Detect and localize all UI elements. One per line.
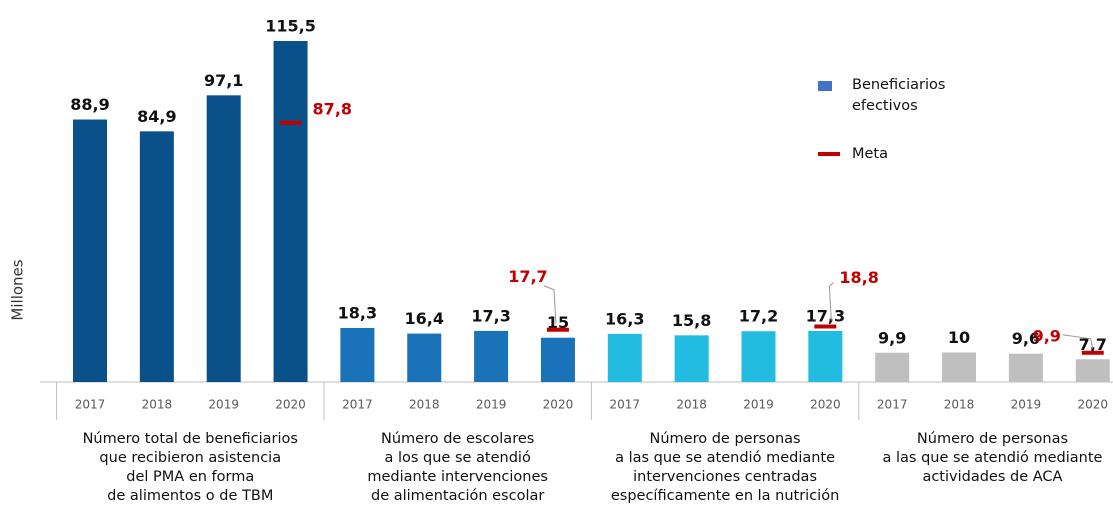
value-label: 115,5: [265, 17, 316, 36]
value-label: 15,8: [672, 311, 711, 330]
leader-line: [828, 282, 834, 321]
x-tick-label: 2019: [1011, 398, 1042, 412]
value-label: 17,3: [471, 306, 510, 325]
value-label: 17,2: [739, 307, 778, 326]
x-tick-label: 2018: [676, 398, 707, 412]
bar: [1008, 353, 1043, 382]
y-axis-label: Millones: [9, 259, 27, 320]
value-label: 18,3: [338, 303, 377, 322]
x-tick-label: 2017: [610, 398, 641, 412]
x-tick-label: 2019: [743, 398, 774, 412]
x-tick-label: 2020: [1077, 398, 1108, 412]
bar: [540, 337, 575, 382]
x-tick-label: 2019: [476, 398, 507, 412]
legend-label: Beneficiarios efectivos: [852, 77, 946, 114]
x-tick-label: 2019: [208, 398, 239, 412]
x-tick-label: 2018: [944, 398, 975, 412]
target-label: 9,9: [1033, 326, 1061, 345]
group-label: Número total de beneficiarios que recibi…: [82, 431, 298, 504]
bar: [340, 327, 375, 382]
group-label: Número de personas a las que se atendió …: [610, 431, 840, 504]
leader-line: [1062, 334, 1094, 349]
value-label: 84,9: [137, 107, 176, 126]
value-label: 97,1: [204, 71, 243, 90]
bar: [942, 352, 977, 382]
bar: [808, 330, 843, 382]
value-label: 9,6: [1012, 329, 1040, 348]
x-tick-label: 2017: [877, 398, 908, 412]
legend-swatch: [818, 81, 832, 91]
bar: [674, 335, 709, 382]
value-label: 16,3: [605, 309, 644, 328]
x-tick-label: 2020: [543, 398, 574, 412]
value-label: 16,4: [405, 309, 444, 328]
bar: [407, 333, 442, 382]
value-label: 17,3: [806, 306, 845, 325]
group-label: Número de escolares a los que se atendió…: [367, 431, 548, 504]
target-label: 87,8: [313, 99, 352, 118]
bar: [875, 352, 910, 382]
value-label: 10: [948, 328, 970, 347]
x-tick-label: 2018: [409, 398, 440, 412]
bar: [273, 41, 308, 382]
legend-label: Meta: [852, 146, 889, 162]
value-label: 9,9: [878, 328, 906, 347]
bar: [474, 330, 509, 382]
x-tick-label: 2018: [142, 398, 173, 412]
bar: [1075, 359, 1110, 382]
group-label: Número de personas a las que se atendió …: [882, 431, 1103, 485]
bar: [139, 131, 174, 382]
value-label: 88,9: [70, 95, 109, 114]
x-tick-label: 2017: [75, 398, 106, 412]
bar: [741, 331, 776, 382]
bar: [607, 333, 642, 382]
x-tick-label: 2017: [342, 398, 373, 412]
target-label: 18,8: [839, 268, 878, 287]
target-label: 17,7: [508, 267, 547, 286]
value-label: 7,7: [1079, 335, 1107, 354]
x-tick-label: 2020: [810, 398, 841, 412]
bar: [206, 95, 241, 383]
bar: [73, 119, 107, 383]
value-label: 15: [547, 313, 569, 332]
x-tick-label: 2020: [275, 398, 306, 412]
leader-line: [543, 285, 557, 324]
